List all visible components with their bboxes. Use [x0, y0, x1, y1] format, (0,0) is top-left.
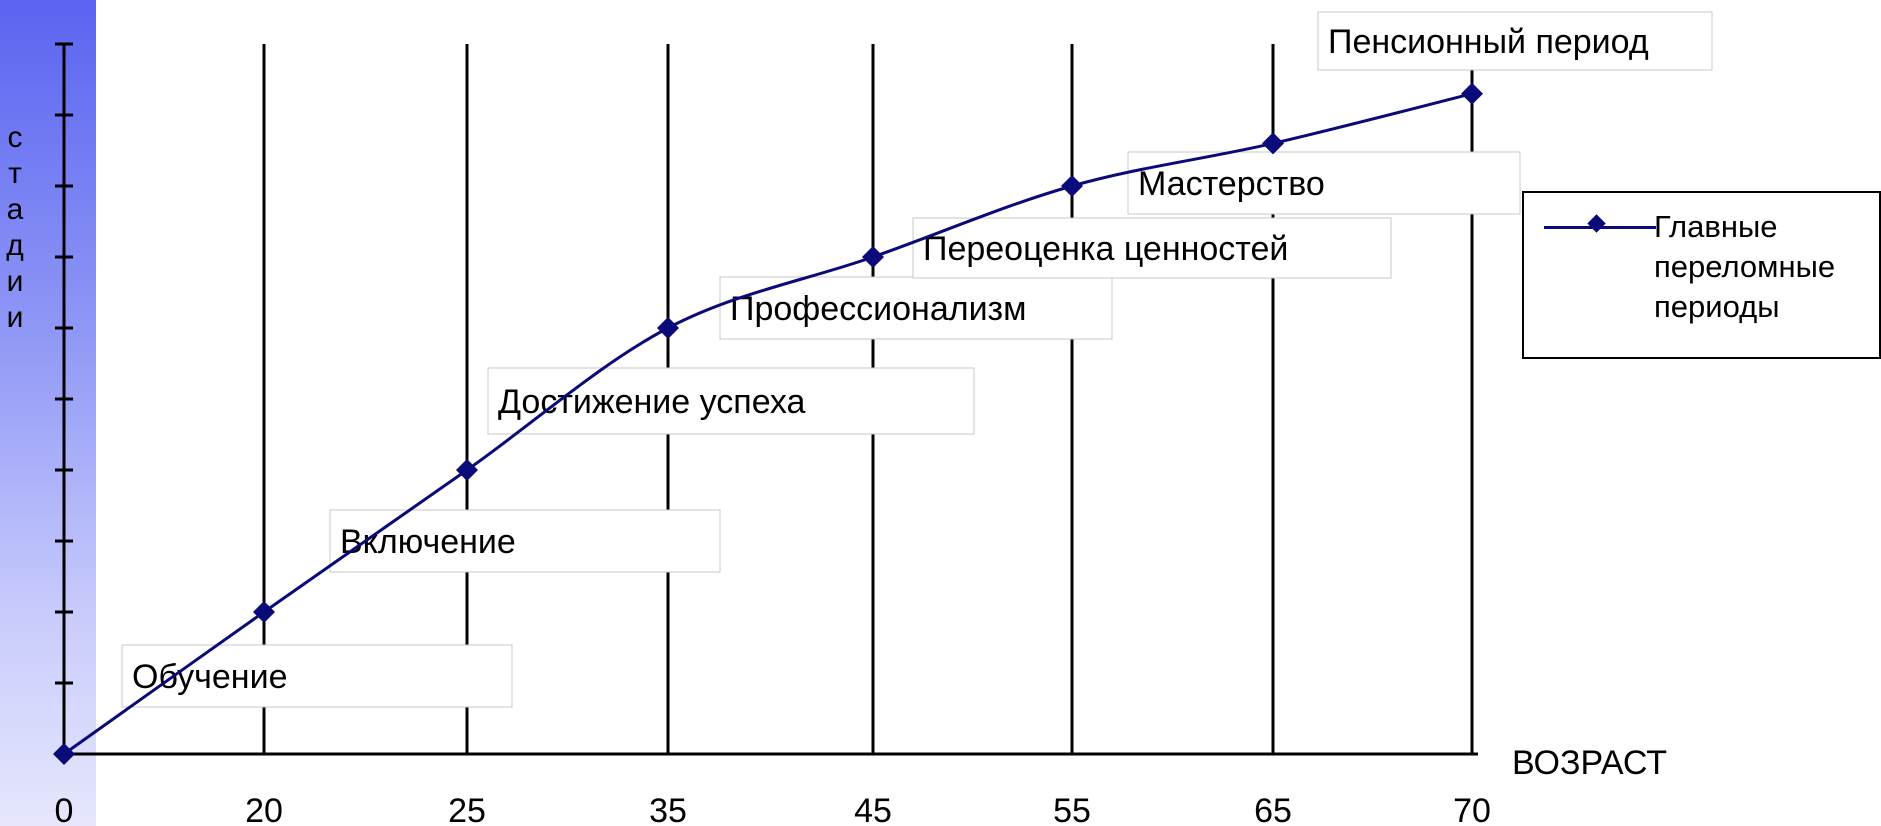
- x-tick-label: 70: [1453, 792, 1491, 826]
- x-tick-label: 55: [1053, 792, 1091, 826]
- data-point-marker: [253, 601, 275, 623]
- legend-series-name: Главные переломные периоды: [1654, 209, 1836, 324]
- data-point-marker: [456, 459, 478, 481]
- x-tick-label: 0: [55, 792, 74, 826]
- data-point-marker: [1061, 175, 1083, 197]
- data-point-marker: [1262, 132, 1284, 155]
- data-point-marker: [862, 246, 884, 268]
- data-point-marker: [657, 317, 679, 339]
- side-band: [0, 0, 96, 826]
- stage-label: Профессионализм: [730, 290, 1027, 328]
- stage-label-box: [1317, 11, 1713, 71]
- stage-label: Мастерство: [1138, 165, 1325, 203]
- series-line: [63, 92, 1473, 756]
- y-axis-label: с т а д и и: [6, 121, 24, 334]
- stage-label-box: [1127, 151, 1521, 215]
- data-point-marker: [1461, 82, 1483, 105]
- x-tick-label: 25: [448, 792, 486, 826]
- stage-label: Переоценка ценностей: [923, 230, 1288, 268]
- stage-label: Включение: [340, 523, 516, 561]
- stage-label-box: [912, 217, 1392, 279]
- x-axis-title: ВОЗРАСТ: [1512, 744, 1667, 782]
- stage-label: Обучение: [132, 658, 287, 696]
- stage-label: Пенсионный период: [1328, 23, 1649, 61]
- stage-label-box: [487, 367, 975, 435]
- stage-label: Достижение успеха: [498, 383, 805, 421]
- legend-marker-swatch: [1587, 214, 1606, 233]
- x-tick-label: 20: [245, 792, 283, 826]
- x-tick-label: 45: [854, 792, 892, 826]
- stage-label-box: [719, 276, 1113, 340]
- x-tick-label: 35: [649, 792, 687, 826]
- data-point-marker: [53, 743, 75, 765]
- x-tick-label: 65: [1254, 792, 1292, 826]
- legend: Главные переломные периоды: [1522, 191, 1881, 359]
- stage-label-box: [121, 644, 513, 708]
